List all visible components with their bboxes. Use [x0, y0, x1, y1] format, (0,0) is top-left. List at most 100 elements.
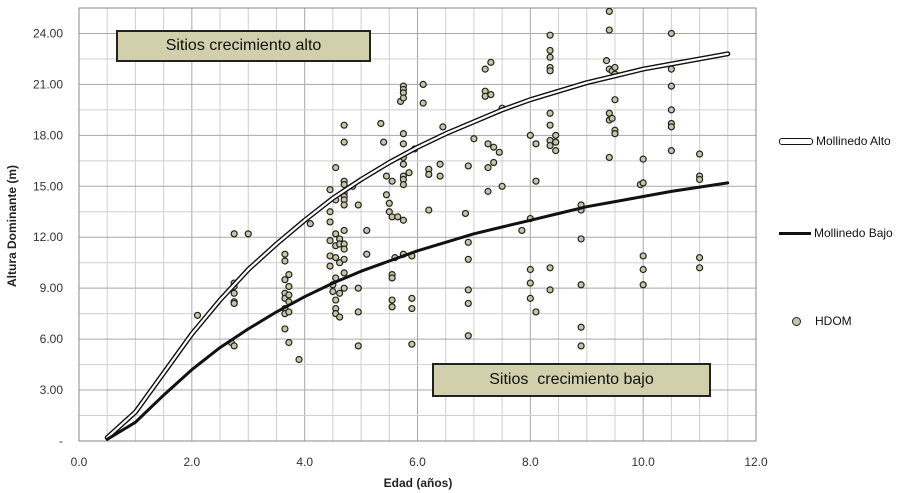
hdom-point — [363, 226, 371, 235]
hdom-point — [487, 90, 495, 99]
hdom-point — [382, 191, 391, 199]
hdom-point — [329, 287, 337, 296]
hdom-point — [336, 313, 344, 321]
hdom-point — [388, 274, 396, 282]
hdom-point — [377, 119, 385, 128]
y-tick-label: 6.00 — [40, 332, 64, 346]
hdom-point — [667, 29, 675, 38]
curve-mollinedo-bajo — [105, 181, 730, 441]
x-tick-label: 4.0 — [296, 455, 313, 469]
hdom-point — [340, 245, 348, 253]
hdom-point — [230, 230, 238, 238]
hdom-point — [394, 213, 402, 221]
hdom-point — [230, 289, 238, 297]
hdom-point — [399, 160, 407, 168]
hdom-point — [354, 342, 362, 350]
hdom-point — [552, 147, 560, 155]
hdom-point — [230, 299, 238, 308]
hdom-point — [490, 158, 498, 167]
hdom-point — [332, 296, 340, 304]
hdom-point — [481, 65, 489, 73]
hdom-point — [611, 63, 619, 72]
hdom-point — [518, 226, 526, 235]
hdom-point — [306, 220, 314, 228]
y-tick-label: 18.00 — [33, 128, 63, 142]
hdom-point — [484, 187, 492, 195]
hdom-point — [285, 308, 293, 316]
y-tick-label: 24.00 — [33, 26, 63, 40]
hdom-point — [546, 109, 554, 117]
hdom-point — [340, 121, 348, 129]
hdom-point — [425, 170, 433, 179]
hdom-point — [532, 308, 540, 316]
hdom-point — [399, 140, 407, 148]
x-axis-title: Edad (años) — [384, 476, 453, 490]
hdom-point — [546, 141, 554, 150]
hdom-point — [281, 257, 289, 265]
x-tick-label: 6.0 — [409, 455, 426, 469]
hdom-point — [295, 355, 303, 364]
hdom-point — [436, 172, 444, 180]
hdom-point — [611, 130, 619, 138]
curve-mollinedo-alto-inner — [106, 52, 729, 439]
hdom-point — [546, 31, 554, 39]
hdom-point — [667, 106, 675, 114]
hdom-point — [526, 265, 534, 274]
plot-area-frame — [78, 7, 757, 442]
hdom-point — [380, 138, 388, 146]
y-tick-label: 12.00 — [33, 230, 63, 244]
hdom-point — [193, 311, 202, 319]
hdom-point — [470, 135, 478, 143]
hdom-point — [388, 177, 396, 185]
hdom-point — [326, 208, 334, 216]
hdom-point — [408, 294, 416, 302]
hdom-point — [546, 67, 554, 75]
annotation-low-growth: Sitios crecimiento bajo — [432, 363, 711, 397]
hdom-point — [408, 304, 416, 313]
y-tick-labels: - 3.00 6.00 9.00 12.00 15.00 18.00 21.00 24.00 — [33, 26, 63, 448]
hdom-point — [340, 138, 348, 146]
hdom-point — [602, 57, 611, 65]
hdom-point — [639, 179, 647, 187]
hdom-point — [487, 58, 495, 66]
hdom-point — [464, 299, 472, 308]
legend-item-hdom: HDOM — [779, 314, 852, 328]
hdom-point — [382, 172, 391, 180]
hdom-point — [399, 130, 407, 138]
legend-label-mollinedo-alto: Mollinedo Alto — [816, 134, 891, 148]
hdom-point — [285, 338, 293, 347]
hdom-point — [695, 175, 704, 184]
hdom-point — [244, 230, 252, 238]
hdom-point — [484, 140, 492, 148]
hdom-point — [281, 250, 289, 258]
hdom-point — [340, 201, 348, 209]
legend-double-line-swatch — [779, 137, 813, 145]
y-tick-label: 9.00 — [40, 281, 64, 295]
legend-line-swatch — [779, 231, 811, 235]
hdom-point — [667, 123, 675, 131]
hdom-point — [577, 323, 585, 331]
hdom-point — [546, 121, 554, 129]
hdom-point — [546, 53, 554, 61]
legend-label-hdom: HDOM — [815, 314, 852, 328]
hdom-point — [354, 284, 362, 292]
hdom-point — [326, 262, 334, 270]
hdom-point — [332, 230, 340, 238]
y-tick-label: 3.00 — [40, 383, 64, 397]
hdom-point — [695, 150, 704, 158]
hdom-point — [546, 264, 554, 272]
hdom-point — [611, 96, 619, 104]
hdom-point — [546, 286, 554, 294]
hdom-point — [577, 342, 585, 350]
hdom-point — [526, 279, 534, 287]
hdom-point — [667, 65, 675, 73]
hdom-point — [419, 99, 427, 107]
hdom-point — [336, 289, 344, 297]
hdom-point — [354, 201, 362, 209]
legend-dot-swatch — [792, 316, 801, 326]
hdom-point — [695, 254, 704, 262]
hdom-point — [340, 255, 348, 263]
annotation-high-growth-text: Sitios crecimiento alto — [165, 37, 322, 54]
hdom-point — [363, 250, 371, 258]
